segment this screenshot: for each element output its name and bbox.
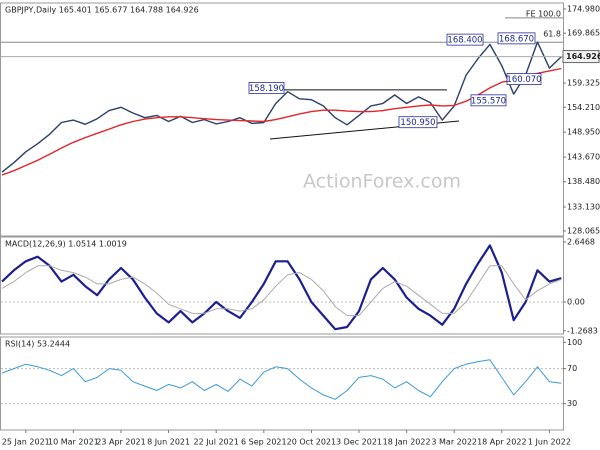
y-tick-label: 100 — [567, 338, 582, 347]
x-tick-label: 22 Jul 2021 — [194, 438, 239, 447]
y-tick-label: 128.065 — [567, 226, 600, 235]
y-tick-label: 2.6468 — [567, 238, 595, 247]
x-tick-label: 20 Oct 2021 — [287, 438, 336, 447]
series-line — [1, 359, 562, 400]
x-tick-label: 3 Dec 2021 — [336, 438, 382, 447]
x-tick-label: 18 Jan 2022 — [383, 438, 431, 447]
watermark: ActionForex.com — [303, 171, 461, 193]
annotation-label: 158.190 — [249, 84, 284, 94]
annotation-label: 160.070 — [506, 75, 541, 85]
last-price-box — [562, 50, 600, 64]
y-tick-label: 133.130 — [567, 202, 600, 211]
annotation-label: 168.670 — [499, 34, 534, 44]
panel-title: GBPJPY,Daily 165.401 165.677 164.788 164… — [5, 6, 199, 15]
x-tick-label: 8 Jun 2021 — [147, 438, 190, 447]
annotation-label: 168.400 — [447, 36, 482, 46]
y-tick-label: 174.980 — [567, 5, 600, 14]
series-line — [1, 265, 562, 317]
panel-frame — [0, 336, 564, 431]
y-tick-label: 138.480 — [567, 177, 600, 186]
series-line — [1, 41, 562, 173]
series-line — [1, 67, 562, 176]
fib-label: FE 100.0 — [526, 9, 561, 18]
y-tick-label: 0.00 — [567, 298, 585, 307]
annotation-box — [248, 82, 285, 94]
panel-title: MACD(12,26,9) 1.0514 1.0019 — [5, 240, 127, 249]
x-tick-label: 1 Jun 2022 — [528, 438, 571, 447]
y-tick-label: 143.670 — [567, 153, 600, 162]
annotation-box — [470, 94, 507, 107]
annotation-box — [506, 73, 542, 85]
annotation-box — [398, 116, 438, 129]
y-tick-label: 169.865 — [567, 29, 600, 38]
series-line — [1, 244, 562, 331]
panel-title: RSI(14) 53.2444 — [5, 340, 70, 349]
annotation-label: 155.570 — [471, 96, 506, 106]
annotation-box — [497, 32, 536, 45]
panel-frame — [0, 236, 564, 335]
x-tick-label: 3 Mar 2022 — [431, 438, 477, 447]
panel-frame — [0, 2, 564, 237]
y-tick-label: 148.950 — [567, 128, 600, 137]
y-tick-label: 30 — [567, 399, 577, 408]
y-tick-label: -1.2683 — [567, 326, 598, 335]
last-price-label: 164.926 — [566, 52, 600, 61]
y-tick-label: 154.210 — [567, 103, 600, 112]
y-tick-label: 70 — [567, 364, 577, 373]
fib-label: 61.8 — [543, 29, 561, 38]
annotation-box — [446, 33, 484, 46]
y-tick-label: 159.325 — [567, 79, 600, 88]
x-tick-label: 18 Apr 2022 — [477, 438, 526, 447]
x-tick-label: 10 Mar 2021 — [48, 438, 99, 447]
annotation-label: 150.950 — [400, 118, 435, 128]
x-tick-label: 6 Sep 2021 — [241, 438, 287, 447]
x-tick-label: 25 Jan 2021 — [2, 438, 50, 447]
x-tick-label: 23 Apr 2021 — [96, 438, 145, 447]
